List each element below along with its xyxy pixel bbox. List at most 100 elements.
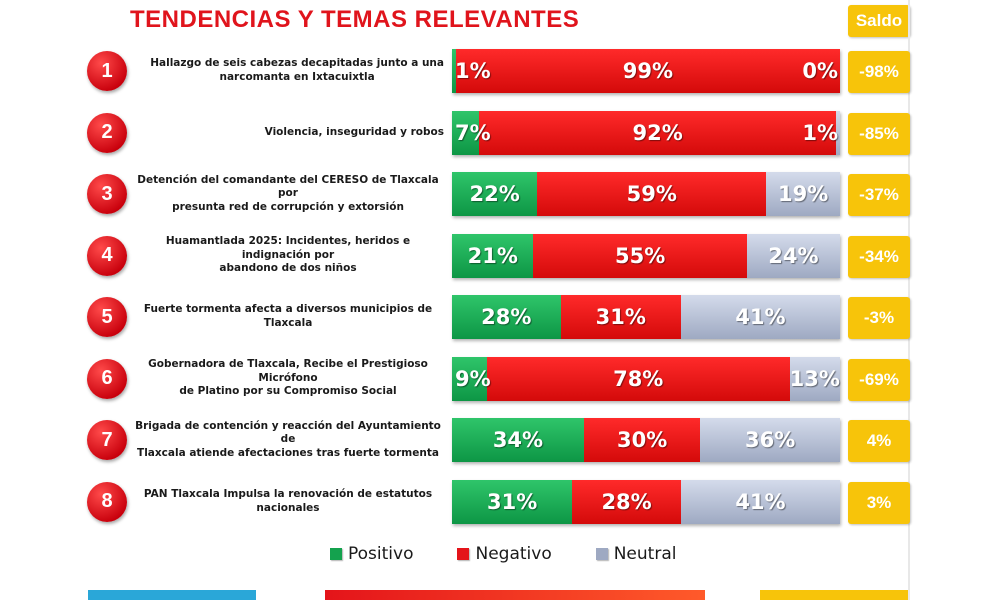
stacked-bar: 31% 28% 41% (452, 479, 840, 524)
topic-label-line: Tlaxcala atiende afectaciones tras fuert… (137, 446, 439, 459)
rank-badge: 4 (87, 235, 127, 276)
rank-badge: 1 (87, 51, 127, 91)
footer-strip-yellow (760, 590, 908, 600)
data-label-positivo: 7% (455, 120, 491, 145)
bar-segment-negativo (533, 233, 747, 278)
legend-swatch (457, 548, 470, 560)
legend: Positivo Negativo Neutral (330, 542, 676, 566)
data-label-neutral: 0% (802, 59, 838, 83)
topic-label-line: PAN Tlaxcala Impulsa la renovación de es… (143, 487, 433, 514)
stacked-bar: 22% 59% 19% (452, 172, 840, 216)
stacked-bar: 34% 30% 36% (452, 418, 840, 462)
rank-badge: 7 (87, 420, 127, 460)
data-label-negativo: 30% (616, 428, 668, 452)
legend-item-neutral: Neutral (595, 544, 677, 564)
chart-row: 7 Brigada de contención y reacción del Ay… (0, 418, 1000, 466)
bar-segment-neutral (680, 479, 840, 524)
topic-label: Detención del comandante del CERESO de T… (132, 172, 444, 216)
data-label-negativo: 31% (595, 305, 646, 329)
bar-segment-positivo (452, 295, 561, 339)
legend-swatch (595, 548, 608, 560)
legend-item-negativo: Negativo (457, 544, 552, 564)
topic-label-line: presunta red de corrupción y extorsión (172, 200, 404, 213)
saldo-value: 3% (848, 481, 910, 524)
topic-label-line: Brigada de contención y reacción del Ayu… (135, 419, 441, 446)
data-label-positivo: 28% (481, 305, 532, 329)
data-label-negativo: 55% (615, 243, 666, 268)
bar-segment-positivo (452, 479, 573, 524)
topic-label-line: Detención del comandante del CERESO de T… (137, 173, 439, 200)
rank-badge: 5 (87, 297, 127, 337)
data-label-negativo: 28% (601, 489, 652, 514)
rank-badge: 6 (87, 358, 127, 399)
chart-row: 2 Violencia, inseguridad y robos 7% 92% 1% -8… (0, 110, 1000, 159)
topic-label: Fuerte tormenta afecta a diversos munici… (132, 295, 444, 339)
footer-strip-red (325, 590, 705, 600)
data-label-positivo: 22% (469, 182, 520, 206)
saldo-value: 4% (848, 420, 910, 462)
data-label-neutral: 36% (745, 428, 796, 452)
data-label-positivo: 9% (455, 366, 491, 391)
stacked-bar: 21% 55% 24% (452, 233, 840, 278)
saldo-value: -69% (848, 358, 910, 401)
topic-label: Hallazgo de seis cabezas decapitadas jun… (132, 49, 444, 93)
chart-title: TENDENCIAS Y TEMAS RELEVANTES (130, 6, 580, 33)
saldo-value: -85% (848, 112, 910, 155)
data-label-negativo: 59% (626, 182, 677, 206)
data-label-neutral: 41% (735, 305, 786, 329)
rank-badge: 2 (87, 112, 127, 153)
rank-badge: 3 (87, 174, 127, 214)
topic-label-line: Hallazgo de seis cabezas decapitadas jun… (150, 57, 444, 70)
bar-segment-neutral (766, 172, 840, 216)
chart-row: 8 PAN Tlaxcala Impulsa la renovación de e… (0, 479, 1000, 528)
data-label-positivo: 31% (487, 489, 538, 514)
data-label-neutral: 19% (777, 182, 829, 206)
legend-swatch (330, 548, 342, 560)
data-label-neutral: 41% (735, 489, 786, 514)
stacked-bar: 9% 78% 13% (452, 356, 840, 401)
data-label-positivo: 21% (467, 243, 518, 268)
topic-label-line: Fuerte tormenta afecta a diversos munici… (143, 303, 433, 329)
topic-label-line: abandono de dos niños (219, 262, 357, 275)
bar-segment-positivo (452, 356, 487, 401)
topic-label: Gobernadora de Tlaxcala, Recibe el Prest… (132, 357, 444, 401)
bar-segment-positivo (452, 172, 538, 216)
topic-label-line: narcomanta en Ixtacuixtla (219, 71, 375, 83)
bar-segment-negativo (572, 479, 681, 524)
data-label-negativo: 92% (632, 120, 683, 145)
data-label-positivo: 34% (492, 428, 544, 452)
bar-segment-negativo (486, 356, 790, 401)
saldo-value: -37% (848, 174, 910, 216)
bar-segment-neutral (680, 295, 840, 339)
rank-badge: 8 (87, 481, 127, 522)
stacked-bar: 1% 99% 0% (452, 49, 840, 93)
bar-segment-negativo (537, 172, 767, 216)
data-label-neutral: 13% (789, 366, 840, 391)
data-label-negativo: 78% (613, 366, 664, 391)
data-label-positivo: 1% (455, 59, 491, 83)
chart-row: 6 Gobernadora de Tlaxcala, Recibe el Pres… (0, 356, 1000, 405)
footer-strip-blue (88, 590, 256, 600)
chart-row: 1 Hallazgo de seis cabezas decapitadas ju… (0, 49, 1000, 97)
legend-label: Positivo (348, 544, 414, 564)
bar-segment-positivo (452, 49, 456, 93)
bar-segment-positivo (452, 110, 480, 155)
bar-segment-neutral (789, 356, 840, 401)
data-label-neutral: 1% (802, 120, 838, 145)
topic-label: Brigada de contención y reacción del Ayu… (132, 418, 444, 462)
saldo-value: -3% (848, 297, 910, 339)
topic-label-line: de Platino por su Compromiso Social (179, 385, 397, 398)
data-label-neutral: 24% (768, 243, 819, 268)
saldo-value: -34% (848, 235, 910, 278)
chart-row: 3 Detención del comandante del CERESO de … (0, 172, 1000, 220)
bar-segment-positivo (452, 233, 534, 278)
chart-row: 4 Huamantlada 2025: Incidentes, heridos e… (0, 233, 1000, 282)
bar-segment-negativo (455, 49, 840, 93)
bar-segment-neutral (836, 110, 840, 155)
stacked-bar: 28% 31% 41% (452, 295, 840, 339)
saldo-value: -98% (848, 51, 910, 93)
data-label-negativo: 99% (622, 59, 674, 83)
legend-label: Neutral (613, 544, 677, 564)
chart-row: 5 Fuerte tormenta afecta a diversos munic… (0, 295, 1000, 343)
bar-segment-neutral (700, 418, 840, 462)
